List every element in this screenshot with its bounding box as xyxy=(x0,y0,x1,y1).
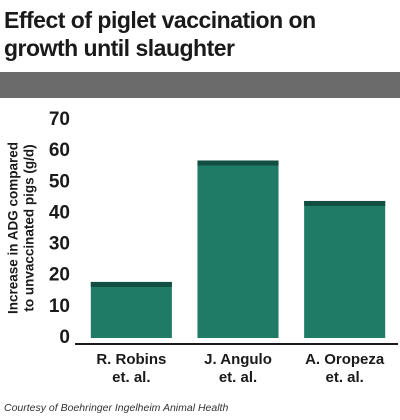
bar xyxy=(90,281,172,338)
x-tick-label: et. al. xyxy=(112,369,150,386)
y-axis-label-line: Increase in ADG compared xyxy=(6,142,21,314)
x-tick-label: et. al. xyxy=(325,369,363,386)
y-tick-label: 10 xyxy=(49,296,70,317)
header-band xyxy=(0,72,400,98)
credit: Courtesy of Boehringer Ingelheim Animal … xyxy=(4,402,228,414)
x-tick-label: J. Angulo xyxy=(204,351,272,368)
x-tick-label: R. Robins xyxy=(96,351,166,368)
bar-cap xyxy=(304,200,386,206)
bar-cap xyxy=(90,281,172,287)
bar-cap xyxy=(197,160,279,166)
y-tick-label: 20 xyxy=(49,265,70,286)
y-tick-label: 40 xyxy=(49,202,70,223)
chart-title: growth until slaughter xyxy=(4,35,235,61)
bar xyxy=(197,160,279,338)
bar xyxy=(304,200,386,338)
y-tick-label: 0 xyxy=(59,327,70,348)
y-tick-label: 70 xyxy=(49,109,70,130)
y-axis-label: Increase in ADG compared to unvaccinated… xyxy=(6,142,37,314)
x-tick-label: et. al. xyxy=(219,369,257,386)
chart-title: Effect of piglet vaccination on xyxy=(4,7,316,33)
y-tick-label: 50 xyxy=(49,171,70,192)
x-tick-label: A. Oropeza xyxy=(305,351,385,368)
y-tick-label: 30 xyxy=(49,234,70,255)
y-tick-label: 60 xyxy=(49,140,70,161)
y-axis-label-line: to unvaccinated pigs (g/d) xyxy=(22,144,37,311)
